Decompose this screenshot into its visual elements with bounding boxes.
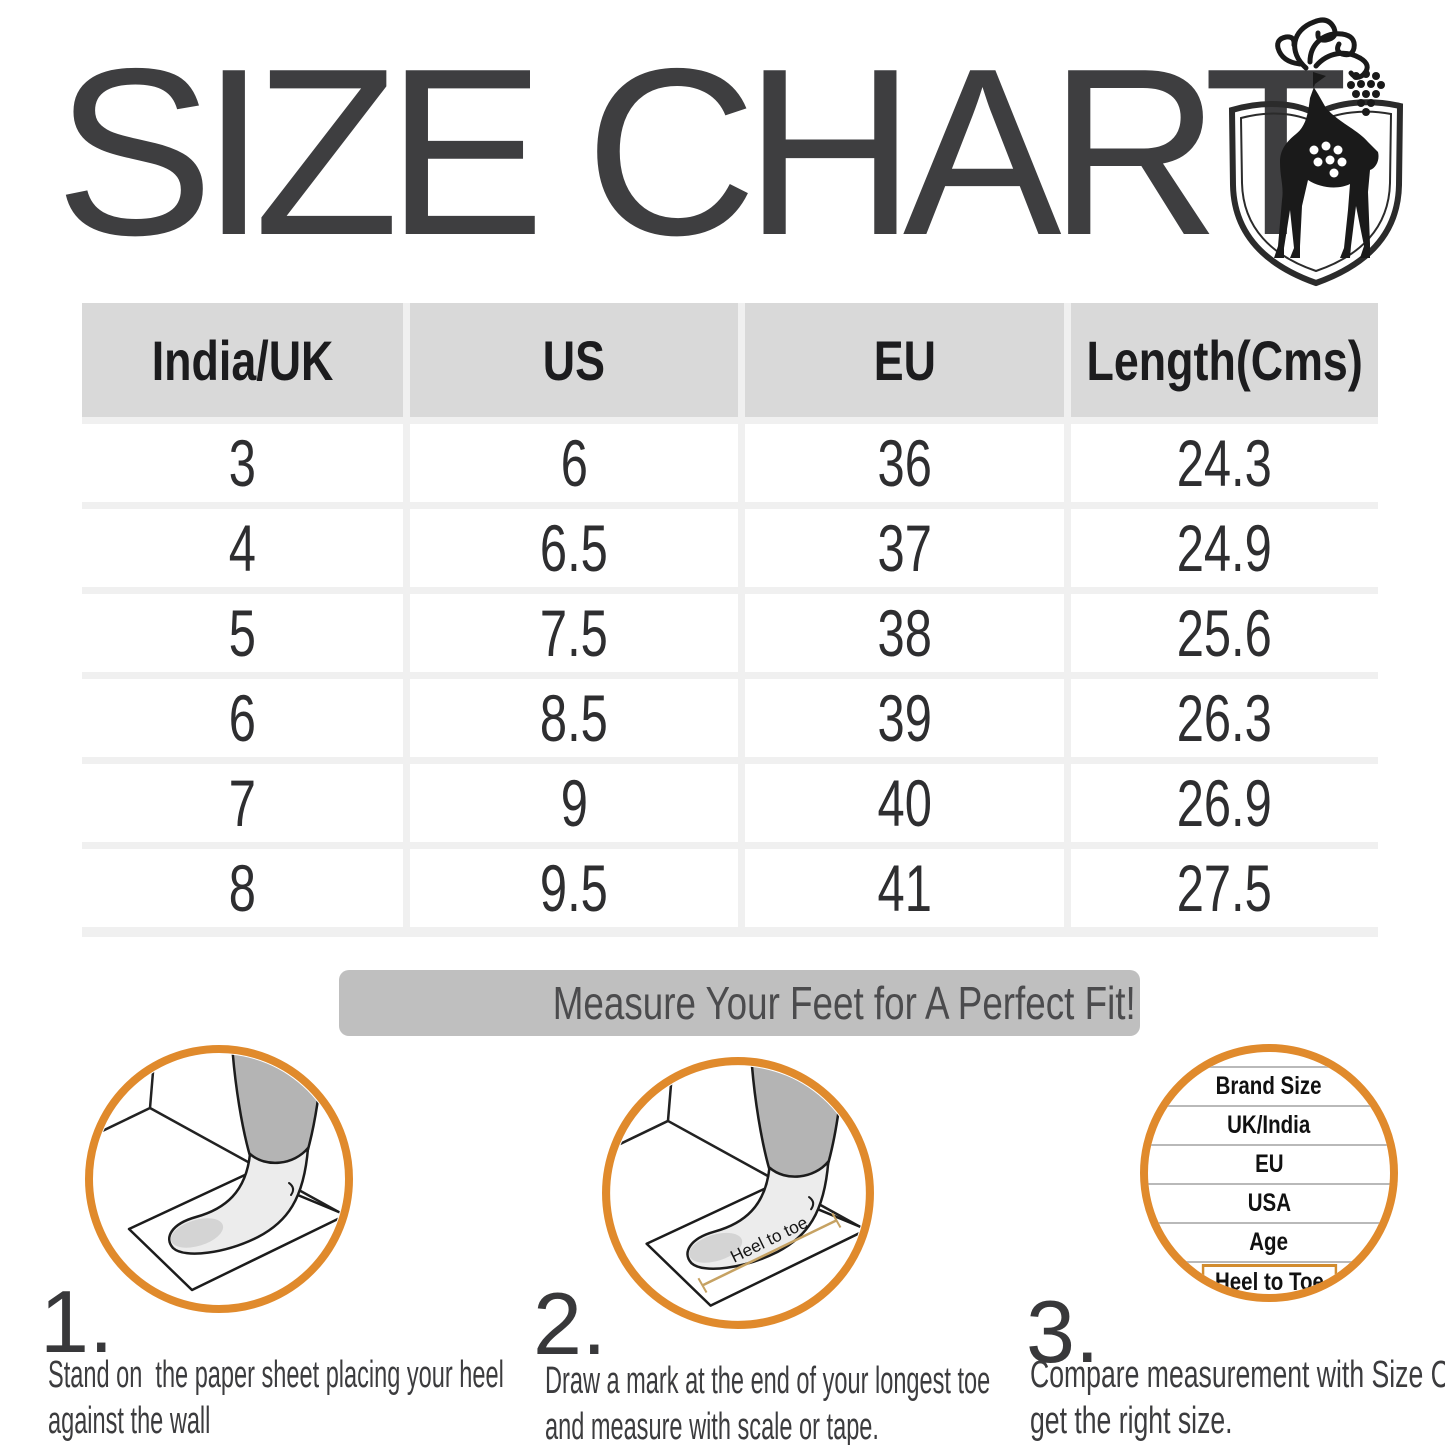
col-header-length: Length(Cms) [1071, 303, 1378, 417]
table-cell: 6 [82, 679, 403, 757]
table-cell: 27.5 [1071, 849, 1378, 927]
table-cell: 3 [82, 424, 403, 502]
table-cell: 39 [745, 679, 1064, 757]
page-title: SIZE CHART [55, 20, 1349, 285]
table-cell: 4 [82, 509, 403, 587]
measure-banner: Measure Your Feet for A Perfect Fit! [339, 970, 1140, 1036]
col-header-us: US [410, 303, 738, 417]
table-cell: 40 [745, 764, 1064, 842]
measure-banner-text: Measure Your Feet for A Perfect Fit! [553, 977, 1136, 1029]
finder-row: Age [1148, 1224, 1390, 1263]
grape-dots [1347, 70, 1385, 116]
table-cell: 7.5 [410, 594, 738, 672]
deer-shield-logo-icon [1228, 17, 1404, 287]
step-3-caption: Compare measurement with Size C get the … [1030, 1354, 1445, 1443]
table-cell: 8.5 [410, 679, 738, 757]
table-cell: 9.5 [410, 849, 738, 927]
table-cell: 9 [410, 764, 738, 842]
table-cell: 37 [745, 509, 1064, 587]
table-cell: 6.5 [410, 509, 738, 587]
table-cell: 24.3 [1071, 424, 1378, 502]
table-cell: 26.3 [1071, 679, 1378, 757]
finder-row: Brand Size [1148, 1066, 1390, 1107]
deer-silhouette [1274, 72, 1379, 258]
step-1-number: 1. [40, 1272, 114, 1371]
finder-row-heel-to-toe: Heel to Toe [1148, 1263, 1390, 1294]
size-conversion-list-illustration: Brand Size UK/India EU USA Age Heel to T… [1140, 1044, 1398, 1302]
size-table: India/UK US EU Length(Cms) 3 6 36 24.3 4… [82, 303, 1378, 937]
table-cell: 26.9 [1071, 764, 1378, 842]
table-cell: 41 [745, 849, 1064, 927]
step-3-number: 3. [1026, 1282, 1100, 1381]
finder-row: UK/India [1148, 1107, 1390, 1146]
table-cell: 38 [745, 594, 1064, 672]
step-2-number: 2. [533, 1274, 607, 1373]
table-cell: 36 [745, 424, 1064, 502]
table-cell: 25.6 [1071, 594, 1378, 672]
foot-on-paper-illustration [85, 1045, 353, 1313]
col-header-eu: EU [745, 303, 1064, 417]
table-cell: 8 [82, 849, 403, 927]
foot-measure-illustration: Heel to toe [602, 1057, 874, 1329]
step-2-caption: Draw a mark at the end of your longest t… [545, 1360, 991, 1445]
finder-row: USA [1148, 1185, 1390, 1224]
step-1-caption: Stand on the paper sheet placing your he… [48, 1354, 504, 1443]
table-cell: 5 [82, 594, 403, 672]
table-cell: 7 [82, 764, 403, 842]
table-cell: 6 [410, 424, 738, 502]
table-cell: 24.9 [1071, 509, 1378, 587]
finder-row: EU [1148, 1146, 1390, 1185]
col-header-india-uk: India/UK [82, 303, 403, 417]
